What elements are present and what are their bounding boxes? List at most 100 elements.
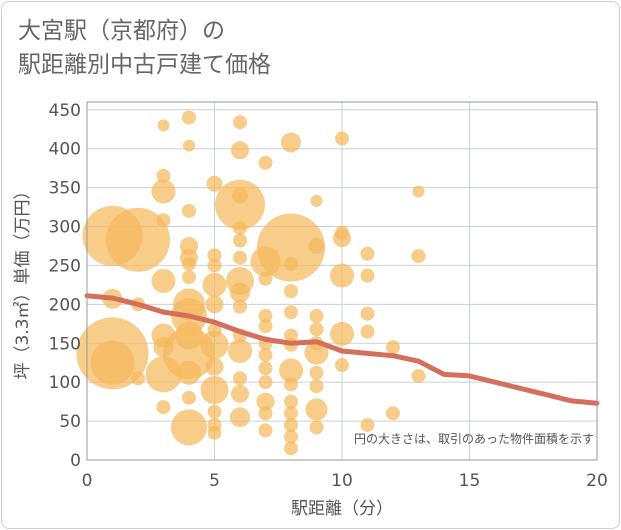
- bubble: [202, 272, 227, 297]
- bubble: [258, 375, 273, 390]
- bubble: [230, 407, 250, 428]
- bubble: [182, 270, 196, 285]
- bubble: [258, 271, 273, 286]
- bubble: [182, 390, 196, 405]
- bubble: [106, 207, 170, 272]
- bubble: [233, 233, 247, 248]
- bubble: [411, 249, 426, 264]
- bubble: [182, 203, 196, 218]
- bubble: [233, 250, 247, 265]
- bubble: [360, 324, 375, 339]
- bubble: [330, 321, 354, 346]
- bubble: [258, 423, 273, 438]
- x-axis-label: 駅距離（分）: [291, 499, 393, 519]
- bubble: [207, 258, 222, 273]
- bubble: [308, 237, 325, 254]
- bubble: [183, 139, 195, 152]
- bubble: [207, 425, 222, 440]
- y-axis-label: 坪（3.3㎡）単価（万円）: [13, 182, 33, 379]
- bubble: [360, 246, 375, 261]
- bubble: [182, 256, 196, 271]
- x-tick-label: 10: [331, 471, 353, 491]
- x-tick-label: 0: [82, 471, 93, 491]
- bubble: [335, 358, 349, 373]
- bubble: [360, 417, 375, 432]
- chart-title-line-2: 駅距離別中古戸建て価格: [18, 52, 271, 78]
- bubble: [284, 284, 298, 299]
- bubble: [309, 309, 324, 324]
- bubble: [330, 263, 354, 288]
- bubble: [258, 319, 273, 334]
- bubble: [284, 305, 298, 320]
- bubble: [233, 115, 247, 130]
- bubble-size-note: 円の大きさは、取引のあった物件面積を示す: [354, 431, 594, 446]
- bubble: [411, 368, 426, 383]
- y-tick-label: 250: [49, 256, 81, 276]
- trend-line: [84, 293, 600, 406]
- bubble: [284, 406, 298, 421]
- bubble: [233, 299, 247, 314]
- y-tick-label: 450: [49, 101, 81, 121]
- bubble: [279, 358, 303, 383]
- x-tick-label: 5: [209, 471, 220, 491]
- x-tick-labels: 0 5 10 15 20: [82, 471, 608, 491]
- bubble-series: [76, 110, 426, 456]
- bubble: [412, 185, 425, 198]
- bubble: [258, 347, 273, 362]
- chart-title: 大宮駅（京都府）の 駅距離別中古戸建て価格: [18, 14, 271, 82]
- bubble: [182, 110, 196, 125]
- bubble: [305, 398, 328, 421]
- bubble: [151, 179, 176, 204]
- bubble: [206, 175, 223, 192]
- bubble: [205, 295, 224, 314]
- y-tick-labels: 0 50 100 150 200 250 300 350 400 450: [49, 101, 81, 471]
- bubble: [156, 400, 171, 415]
- bubble: [284, 256, 298, 271]
- bubble: [256, 392, 275, 411]
- bubble: [360, 268, 375, 283]
- bubble: [309, 322, 324, 337]
- y-tick-label: 0: [70, 451, 81, 471]
- bubble: [205, 357, 224, 376]
- bubble: [304, 340, 329, 365]
- bubble: [215, 179, 265, 230]
- bubble: [284, 417, 298, 432]
- bubble: [145, 356, 182, 393]
- y-tick-label: 50: [59, 412, 81, 432]
- bubble: [200, 375, 229, 404]
- bubble: [386, 406, 400, 421]
- bubble: [258, 155, 273, 170]
- bubble: [157, 119, 170, 132]
- bubble: [207, 248, 222, 263]
- bubble: [177, 360, 201, 385]
- bubble: [200, 330, 229, 359]
- bubble: [250, 246, 281, 277]
- y-tick-label: 150: [49, 334, 81, 354]
- bubble: [258, 309, 273, 324]
- bubble: [335, 225, 349, 240]
- bubble: [309, 420, 324, 435]
- plot-border: [86, 101, 598, 461]
- y-tick-label: 300: [49, 218, 81, 238]
- bubble: [156, 168, 171, 183]
- bubble: [281, 132, 301, 153]
- x-tick-label: 15: [459, 471, 481, 491]
- bubble: [310, 194, 323, 207]
- bubble: [258, 361, 273, 376]
- bubble: [360, 306, 375, 321]
- bubble: [207, 323, 222, 338]
- bubble: [233, 221, 247, 236]
- y-tick-label: 200: [49, 295, 81, 315]
- y-tick-label: 100: [49, 373, 81, 393]
- bubble: [231, 141, 249, 160]
- bubble: [258, 406, 273, 421]
- bubble: [284, 377, 298, 392]
- bubble: [284, 429, 298, 444]
- bubble: [171, 409, 207, 446]
- bubble: [228, 339, 252, 364]
- bubble: [90, 340, 135, 385]
- y-tick-label: 350: [49, 179, 81, 199]
- bubble: [335, 131, 349, 146]
- bubble: [233, 371, 247, 386]
